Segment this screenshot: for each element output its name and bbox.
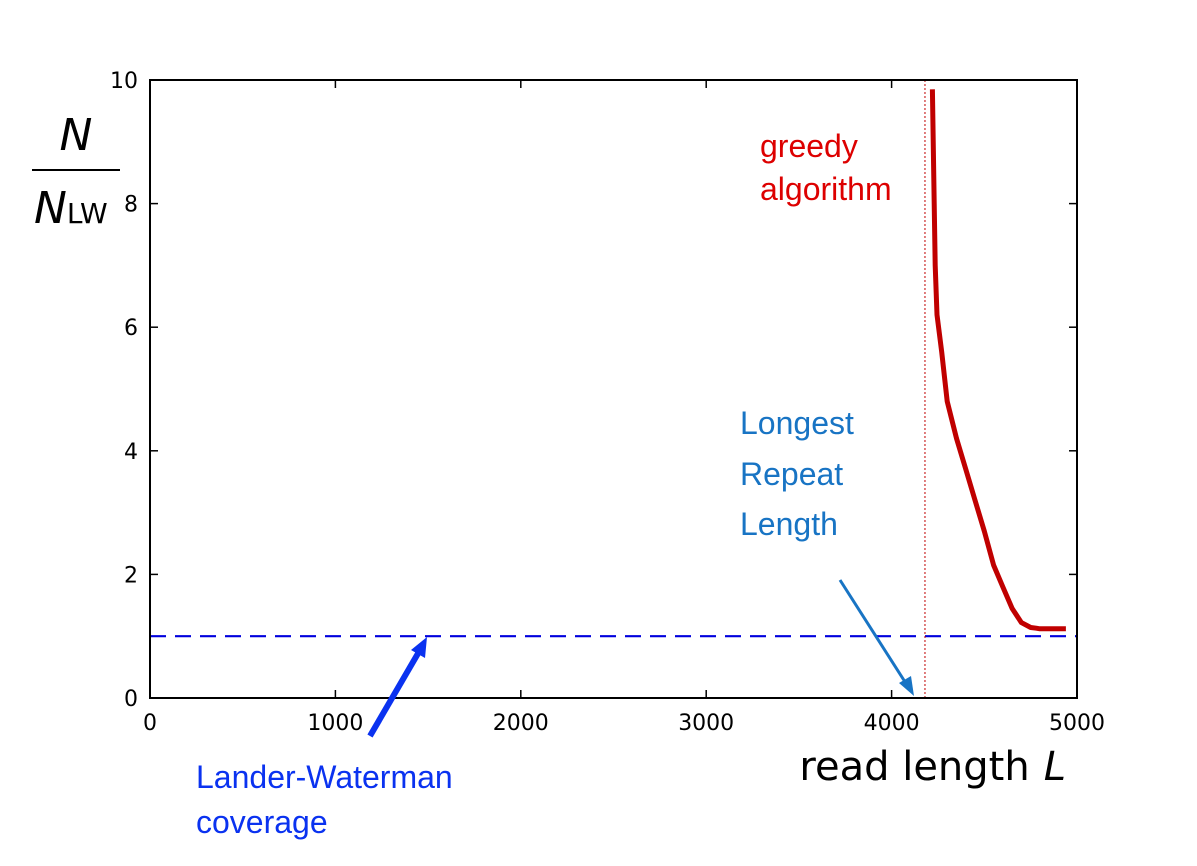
lw-arrow-head — [411, 637, 427, 658]
greedy-algorithm-line — [929, 89, 1066, 632]
plot-frame — [149, 79, 1078, 699]
lw-arrow-shaft — [367, 648, 423, 738]
reference-lines — [150, 80, 1077, 698]
ticks-layer: 0 1000 2000 3000 4000 5000 0 2 4 6 8 10 — [110, 69, 1105, 736]
x-tick-label: 2000 — [493, 711, 549, 736]
y-axis-label-numerator: N — [60, 110, 93, 161]
x-tick-label: 5000 — [1049, 711, 1105, 736]
x-tick-label: 4000 — [864, 711, 920, 736]
y-tick-label: 4 — [124, 440, 138, 465]
lander-waterman-annotation: Lander-Waterman coverage — [196, 759, 462, 840]
repeat-arrow-shaft — [838, 579, 909, 686]
y-tick-label: 0 — [124, 687, 138, 712]
annotations: greedy algorithm Longest Repeat Length L… — [196, 128, 914, 840]
y-tick-label: 6 — [124, 316, 138, 341]
x-axis-label: read length L — [799, 744, 1066, 790]
y-tick-label: 10 — [110, 69, 138, 94]
x-tick-label: 0 — [143, 711, 157, 736]
y-tick-label: 2 — [124, 563, 138, 588]
series-layer — [929, 89, 1066, 632]
repeat-arrow-head — [899, 676, 914, 696]
y-axis-label-denominator: NLW — [34, 183, 108, 234]
longest-repeat-annotation: Longest Repeat Length — [740, 405, 863, 542]
greedy-annotation: greedy algorithm — [760, 128, 892, 207]
x-tick-label: 1000 — [307, 711, 363, 736]
y-tick-label: 8 — [124, 193, 138, 218]
x-tick-label: 3000 — [678, 711, 734, 736]
